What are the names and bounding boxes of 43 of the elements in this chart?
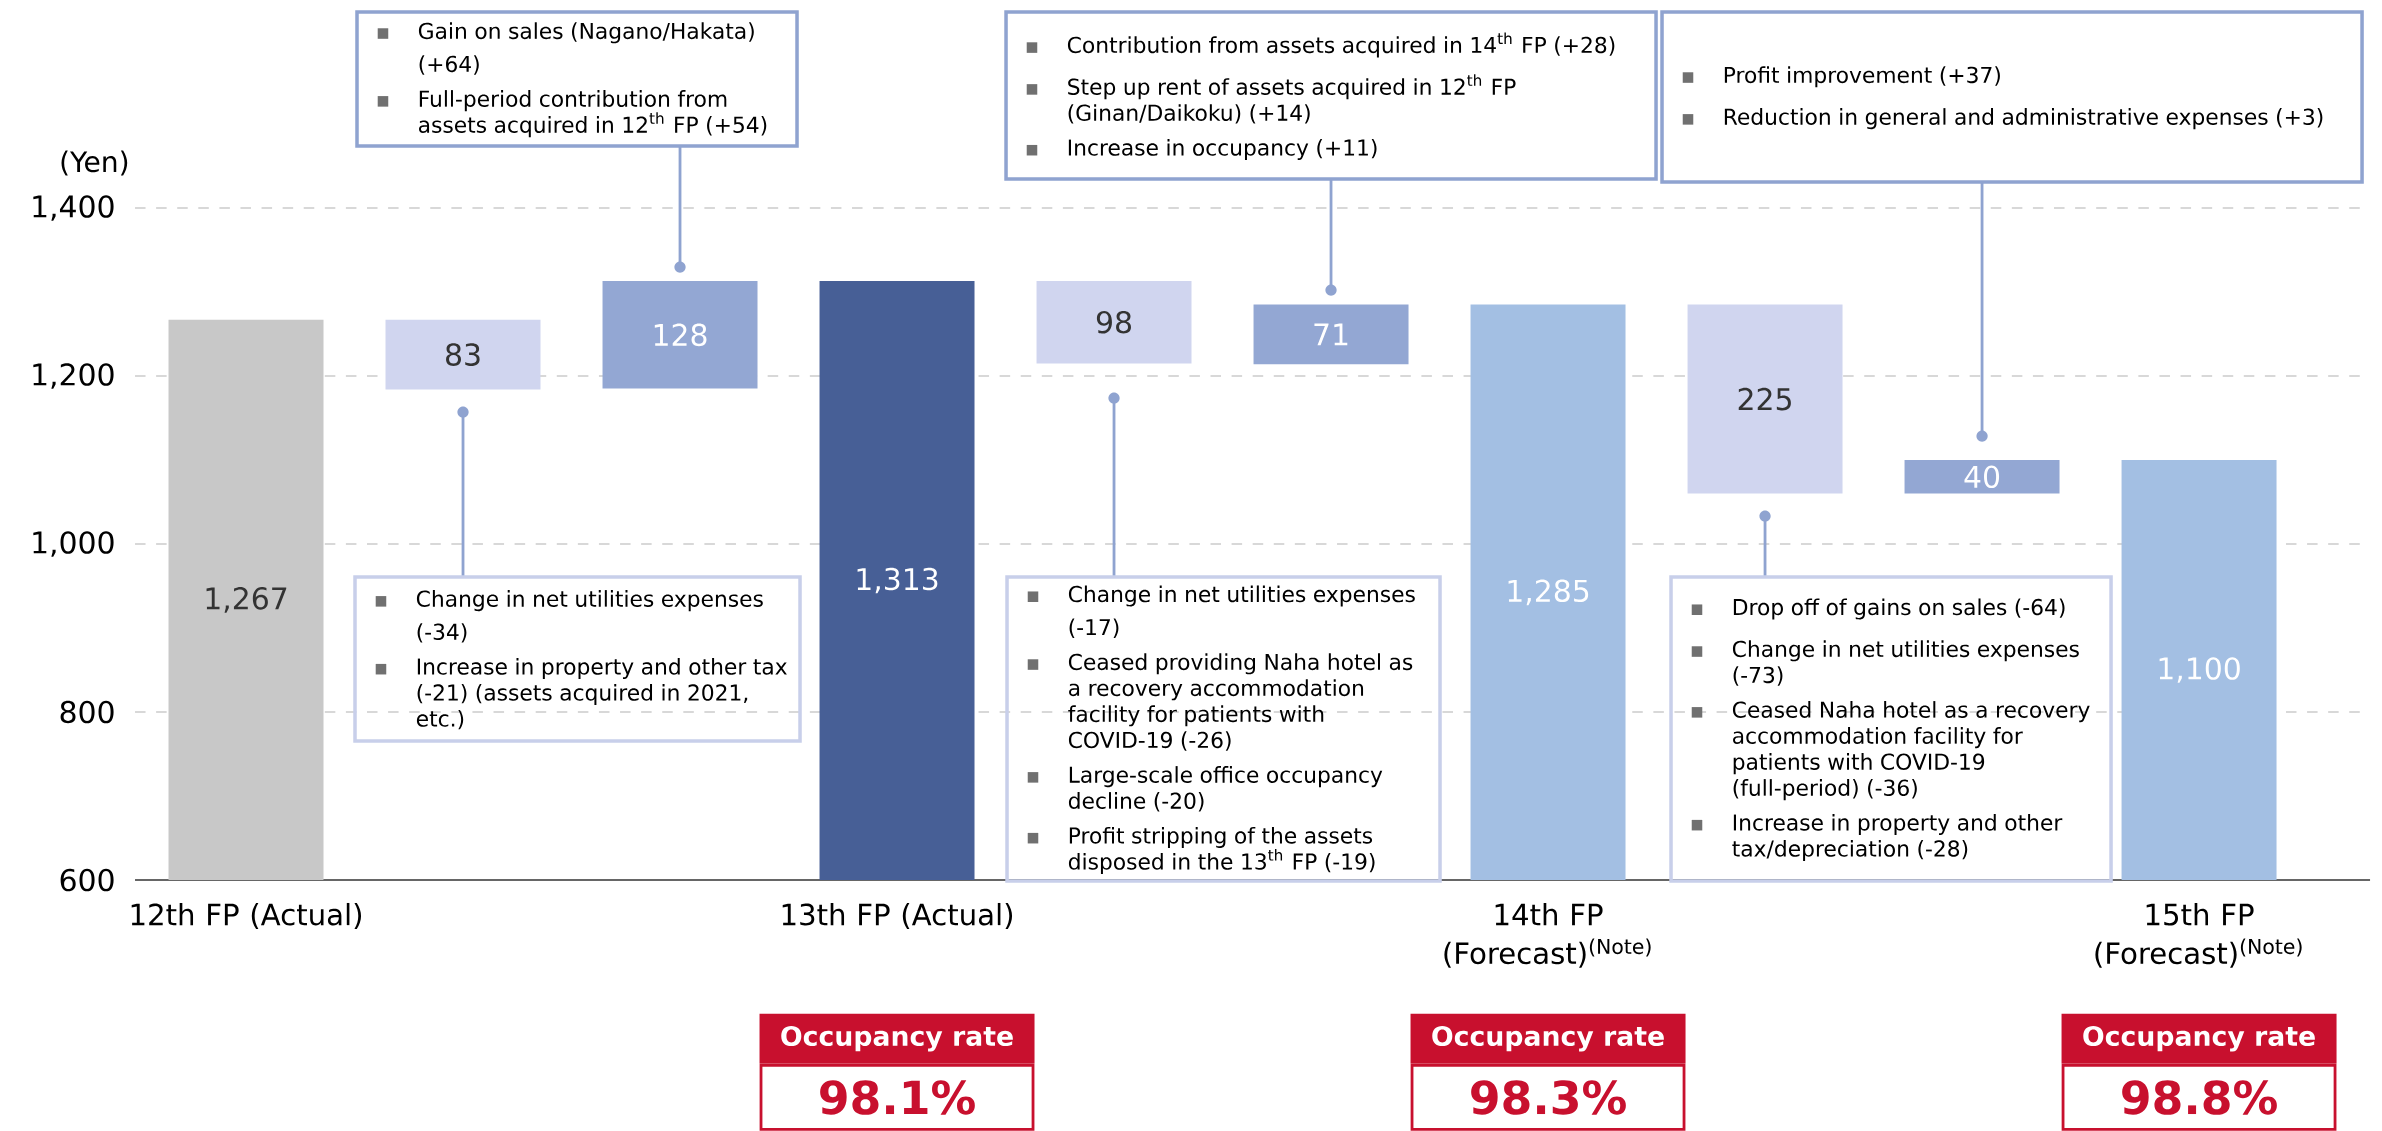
text: Occupancy rate: [781, 1025, 1013, 1052]
annotation: Ceased providing Naha hotel as a recovery accommodation facility for patients with COVID-19 (-26): [1068, 653, 1413, 751]
text: Occupancy rate: [2083, 1025, 2315, 1052]
data-label: 225: [1738, 387, 1791, 411]
x-tick-label: 15th FP (Forecast)$^{(Note)}$: [2095, 902, 2302, 968]
annotation: Drop off of gains on sales (-64): [1733, 598, 2065, 620]
data-label: 83: [446, 343, 480, 366]
data-label: 40: [1964, 465, 2000, 489]
annotation: Increase in property and other tax/depreciation (-28): [1732, 813, 2063, 861]
data-label: 128: [654, 323, 707, 347]
data-label: 1,100: [2159, 657, 2240, 683]
text: Full-period contribution from assets acquired in 12$^{th}$ FP (+54): [419, 90, 767, 138]
annotation: Change in net utilities expenses (-17): [1068, 585, 1415, 638]
y-tick-label: 600: [60, 868, 114, 892]
annotation: Change in net utilities expenses (-73): [1732, 640, 2079, 686]
text: Occupancy rate: [1432, 1025, 1664, 1052]
text: 98.1%: [820, 1080, 975, 1115]
annotation: Ceased Naha hotel as a recovery accommodation facility for patients with COVID-19 (full-period) (-36): [1732, 701, 2090, 801]
annotation: Large-scale office occupancy decline (-20): [1068, 766, 1383, 812]
text: Step up rent of assets acquired in 12$^{th}$ FP (Ginan/Daikoku) (+14): [1068, 74, 1516, 124]
data-label: 1,313: [857, 567, 938, 594]
text: Profit improvement (+37): [1724, 66, 2000, 88]
y-axis-title: (Yen): [61, 150, 128, 176]
annotation: Profit stripping of the assets disposed in the 13$^{th}$ FP (-19): [1068, 826, 1375, 874]
y-tick-label: 1,400: [33, 195, 114, 221]
y-tick-label: 1,000: [33, 531, 114, 557]
y-tick-label: 1,200: [33, 363, 114, 389]
x-tick-label: 13th FP (Actual): [782, 902, 1013, 929]
text: Increase in occupancy (+11): [1068, 138, 1377, 160]
data-label: 1,285: [1508, 579, 1589, 606]
x-tick-label: 12th FP (Actual): [131, 902, 362, 929]
data-label: 71: [1314, 323, 1348, 346]
text: 98.8%: [2122, 1080, 2277, 1115]
y-tick-label: 800: [60, 700, 114, 724]
annotation: Increase in property and other tax (-21) (assets acquired in 2021, etc.): [416, 657, 787, 730]
text: Contribution from assets acquired in 14$^{th}$ FP (+28): [1067, 32, 1615, 58]
annotation: Change in net utilities expenses (-34): [416, 590, 763, 643]
data-label: 98: [1096, 310, 1131, 334]
text: Reduction in general and administrative expenses (+3): [1724, 108, 2323, 130]
text: Gain on sales (Nagano/Hakata) (+64): [418, 22, 754, 75]
data-label: 1,267: [206, 587, 287, 613]
x-tick-label: 14th FP (Forecast)$^{(Note)}$: [1444, 902, 1651, 968]
text: 98.3%: [1471, 1080, 1626, 1115]
